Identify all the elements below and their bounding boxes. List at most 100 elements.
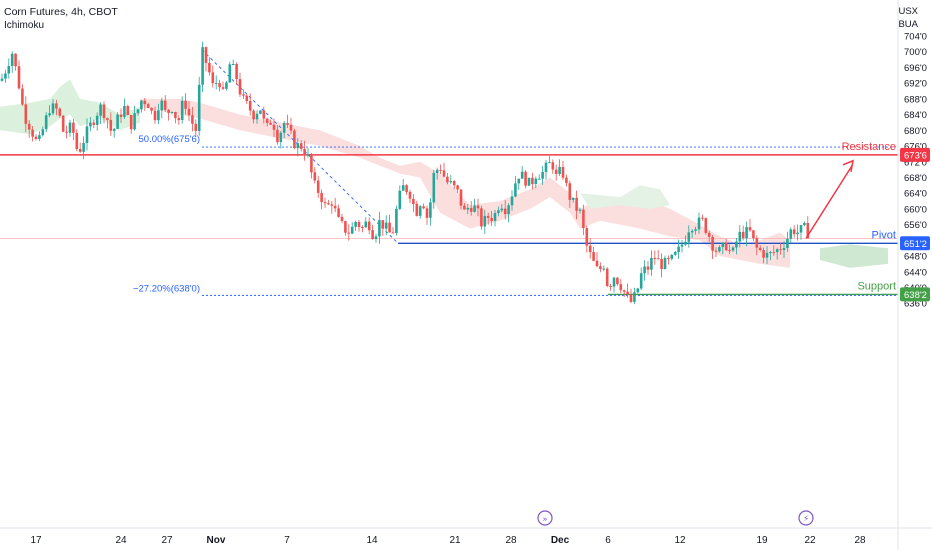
fib-lower-label: −27.20%(638'0) — [133, 283, 200, 294]
candle-body — [667, 257, 670, 259]
candle-body — [500, 208, 504, 211]
candle-body — [78, 149, 82, 152]
candle-body — [480, 208, 483, 227]
support-tag: 638'2 — [900, 287, 930, 302]
candle-body — [242, 94, 245, 96]
candle-body — [68, 122, 72, 133]
candle-body — [565, 177, 568, 184]
ichimoku-cloud — [0, 79, 888, 268]
candle-body — [4, 73, 7, 79]
candle-body — [520, 171, 524, 179]
candle-body — [320, 192, 323, 203]
candle-body — [769, 252, 772, 254]
candle-body — [211, 72, 215, 84]
candle-body — [95, 115, 99, 125]
candle-body — [201, 47, 204, 85]
candle-body — [619, 284, 623, 291]
candle-body — [755, 238, 759, 248]
candle-body — [633, 292, 636, 302]
candle-body — [333, 205, 337, 209]
event-icon-lightning[interactable]: ⚡ — [798, 510, 814, 526]
candle-body — [677, 246, 680, 252]
candle-body — [282, 123, 286, 133]
candle-body — [803, 223, 806, 226]
candle-body — [361, 227, 364, 228]
x-tick-label: 27 — [161, 535, 173, 546]
event-icon-dividend[interactable]: » — [537, 510, 553, 526]
y-tick-label: 668'0 — [904, 173, 927, 184]
candle-body — [371, 230, 374, 239]
candle-body — [425, 208, 429, 218]
candle-body — [180, 100, 184, 120]
candle-body — [439, 169, 442, 171]
candle-body — [48, 113, 51, 116]
x-tick-label: 24 — [115, 535, 127, 546]
time-axis[interactable]: 17 24 27 Nov 7 14 21 28 Dec 6 12 19 22 28 — [30, 535, 866, 546]
indicator-label: Ichimoku — [4, 20, 45, 31]
candle-body — [61, 115, 65, 132]
candle-body — [31, 129, 34, 137]
currency-code: USX — [898, 6, 918, 17]
candle-body — [748, 227, 752, 231]
candle-body — [483, 215, 487, 227]
candle-body — [174, 112, 177, 119]
candle-body — [446, 176, 449, 183]
candle-body — [313, 172, 317, 181]
candle-body — [388, 222, 391, 233]
candle-body — [656, 258, 660, 260]
y-tick-label: 636'0 — [904, 299, 927, 310]
candle-body — [378, 220, 381, 237]
candle-body — [684, 241, 687, 245]
candle-body — [303, 148, 306, 156]
candle-body — [276, 129, 279, 143]
y-tick-label: 644'0 — [904, 267, 927, 278]
candle-body — [327, 203, 330, 205]
candle-body — [194, 123, 198, 131]
candle-body — [514, 183, 517, 197]
x-tick-label: 21 — [449, 535, 461, 546]
fib-upper-label: 50.00%(675'6) — [139, 134, 201, 145]
candle-body — [435, 169, 439, 173]
candles — [0, 41, 810, 305]
candle-body — [476, 205, 480, 209]
pivot-tag-bg — [900, 236, 930, 251]
candle-body — [670, 254, 674, 259]
candle-body — [65, 131, 68, 133]
candle-body — [653, 258, 657, 259]
candle-body — [160, 100, 164, 111]
x-tick-label: 12 — [674, 535, 686, 546]
candle-body — [738, 231, 742, 242]
candle-body — [129, 115, 133, 130]
x-tick-label: 7 — [284, 535, 290, 546]
candle-body — [765, 252, 769, 258]
candle-body — [218, 83, 221, 88]
y-tick-label: 648'0 — [904, 252, 927, 263]
candle-body — [660, 259, 663, 269]
candle-body — [762, 250, 765, 258]
price-axis[interactable]: 704'0 700'0 696'0 692'0 688'0 684'0 680'0 676'0… — [904, 32, 927, 310]
cloud-bullish-future — [820, 244, 888, 268]
annotations: Resistance Pivot Support 50.00%(675'6) −27.2… — [133, 134, 896, 294]
y-tick-label: 696'0 — [904, 63, 927, 74]
candle-body — [143, 100, 147, 105]
candle-body — [718, 247, 721, 252]
candle-body — [432, 173, 436, 203]
fib-trend-line — [201, 49, 399, 244]
candle-body — [238, 79, 242, 95]
candle-body — [82, 143, 85, 152]
candle-body — [208, 63, 211, 73]
candle-body — [381, 220, 385, 229]
projection-arrowhead — [842, 159, 854, 172]
candle-body — [293, 130, 296, 149]
candle-body — [741, 231, 745, 238]
candle-body — [235, 64, 238, 79]
candle-body — [422, 206, 425, 209]
candle-body — [510, 196, 514, 206]
candle-body — [537, 178, 541, 180]
x-tick-label: 14 — [366, 535, 378, 546]
x-tick-label: Dec — [551, 535, 570, 546]
candle-body — [252, 110, 255, 120]
candle-body — [541, 172, 544, 179]
candle-body — [449, 181, 453, 183]
